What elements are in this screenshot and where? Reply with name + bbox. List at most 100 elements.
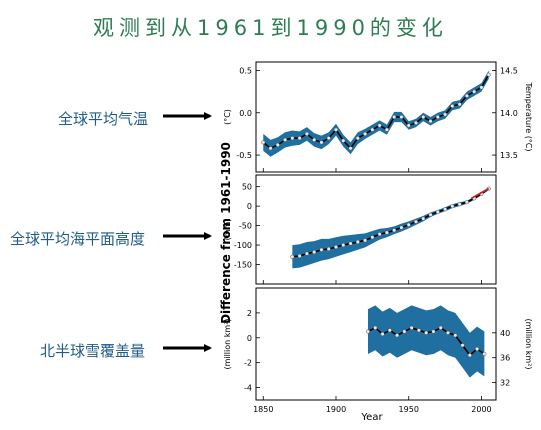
data-point xyxy=(312,137,317,142)
y-axis-label-right: (million km²) xyxy=(524,318,533,369)
data-point xyxy=(319,247,324,252)
y-tick-label: 50 xyxy=(242,183,252,192)
data-point xyxy=(399,225,404,230)
x-tick-label: 1850 xyxy=(253,405,273,414)
data-point xyxy=(333,244,339,250)
data-point xyxy=(348,146,353,151)
data-point xyxy=(341,138,346,143)
x-tick-label: 1950 xyxy=(399,405,419,414)
y-axis-label: (million km²) xyxy=(223,318,232,369)
y-tick-label-right: 14.0 xyxy=(500,109,518,118)
x-tick-label: 2000 xyxy=(471,405,491,414)
y-tick-label: 0 xyxy=(247,334,252,343)
page-title: 观测到从1961到1990的变化 xyxy=(93,16,448,40)
data-point xyxy=(384,127,389,132)
label-sea-level: 全球平均海平面高度 xyxy=(10,230,146,248)
data-point xyxy=(355,136,360,141)
data-point xyxy=(438,325,443,330)
y-tick-label-right: 13.5 xyxy=(500,151,518,160)
data-point xyxy=(413,219,419,224)
data-point xyxy=(409,325,414,330)
y-tick-label: -4 xyxy=(244,384,252,393)
y-axis-label: (°C) xyxy=(223,109,232,125)
data-point xyxy=(363,131,368,136)
data-point xyxy=(443,207,448,212)
data-point xyxy=(387,328,392,333)
data-point xyxy=(482,351,487,357)
y-tick-label-right: 36 xyxy=(500,354,510,363)
data-point xyxy=(365,329,371,334)
uncertainty-band xyxy=(292,187,489,269)
data-point xyxy=(467,353,472,358)
data-point xyxy=(333,127,339,132)
data-point xyxy=(424,330,429,335)
shared-ylabel: Difference from 1961-1990 xyxy=(219,142,233,324)
data-point xyxy=(453,333,458,338)
y-tick-label: -0.5 xyxy=(236,151,252,160)
data-point xyxy=(457,102,462,107)
data-point xyxy=(348,241,353,246)
x-axis-label: Year xyxy=(360,412,383,423)
y-axis-label-right: Temperature (°C) xyxy=(524,81,533,151)
x-tick-label: 1900 xyxy=(326,405,346,414)
satellite-line xyxy=(470,187,490,200)
y-tick-label: 0.5 xyxy=(239,66,252,75)
data-point xyxy=(290,136,295,141)
data-point xyxy=(431,329,436,334)
y-tick-label: -150 xyxy=(234,261,252,270)
panel-sea-level: -150 -100 -50 0 50 (mm) xyxy=(223,174,497,285)
data-point xyxy=(268,146,273,151)
data-point xyxy=(319,140,324,145)
plot-frame xyxy=(255,174,497,285)
y-tick-label: 2 xyxy=(247,309,252,318)
data-point xyxy=(373,325,378,330)
data-point xyxy=(416,328,421,333)
data-point xyxy=(435,114,440,120)
data-point xyxy=(380,331,385,337)
data-point xyxy=(450,204,455,209)
data-point xyxy=(406,222,411,227)
y-axis-label: (mm) xyxy=(223,219,232,241)
data-point xyxy=(384,230,389,235)
data-point xyxy=(475,346,480,352)
data-point xyxy=(464,200,469,205)
y-tick-label: -100 xyxy=(234,241,252,250)
panel-snow-cover: -4 -2 0 2 32 36 40 1850 1900 1950 2000 (million km²… xyxy=(223,287,533,414)
data-point xyxy=(428,119,433,124)
data-point xyxy=(428,212,433,217)
data-point xyxy=(486,72,491,77)
data-point xyxy=(413,120,419,125)
data-point xyxy=(355,239,360,245)
plot-frame xyxy=(255,61,497,173)
y-tick-label: 0 xyxy=(247,202,252,211)
data-point xyxy=(399,114,404,120)
data-point xyxy=(421,114,426,120)
data-point xyxy=(479,85,484,90)
data-point xyxy=(395,333,400,338)
data-point xyxy=(421,216,426,221)
data-point xyxy=(297,136,302,141)
data-point xyxy=(464,93,469,98)
panel-temperature: -0.5 0.0 0.5 13.5 14.0 14.5 (°C) Temperature (°… xyxy=(223,61,533,173)
label-global-temperature: 全球平均气温 xyxy=(58,110,149,128)
data-point xyxy=(261,140,266,145)
data-point xyxy=(370,127,375,132)
data-point xyxy=(297,253,302,259)
data-point xyxy=(392,228,397,233)
data-point xyxy=(370,235,375,240)
data-point xyxy=(275,142,280,147)
data-point xyxy=(283,137,288,142)
data-point xyxy=(457,202,462,207)
y-tick-label-right: 32 xyxy=(500,379,510,388)
data-point xyxy=(392,114,397,120)
data-point xyxy=(341,243,346,248)
y-tick-label: 0.0 xyxy=(239,109,252,118)
data-point xyxy=(326,136,331,141)
uncertainty-band xyxy=(368,305,485,378)
data-point xyxy=(363,238,368,243)
data-point xyxy=(445,330,451,335)
data-point xyxy=(377,123,382,128)
data-point xyxy=(472,89,477,94)
data-point xyxy=(406,123,411,128)
data-point xyxy=(435,209,440,215)
